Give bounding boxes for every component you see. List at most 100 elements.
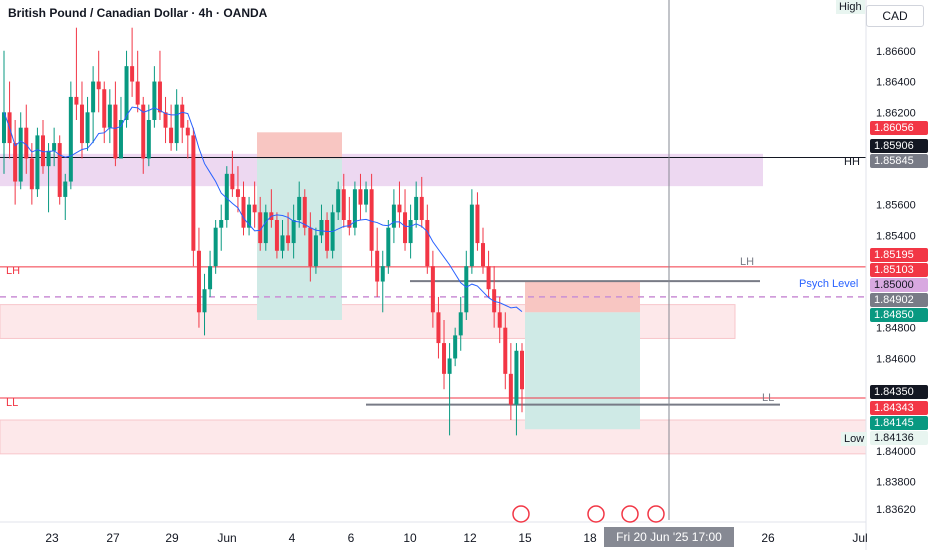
candle-body xyxy=(57,143,62,197)
y-tick-label: 1.86400 xyxy=(876,77,916,89)
candle-body xyxy=(258,212,263,244)
candle-body xyxy=(508,373,513,405)
candle-body xyxy=(102,89,107,128)
candle-body xyxy=(319,220,324,236)
x-tick-label: 4 xyxy=(289,531,296,545)
moving-average-line xyxy=(3,106,523,313)
high-label: High xyxy=(836,0,865,14)
candle-body xyxy=(52,143,57,151)
candle-body xyxy=(336,189,341,213)
candle-body xyxy=(68,96,73,182)
short-stop-box xyxy=(257,132,342,159)
chart-title: British Pound / Canadian Dollar · 4h · O… xyxy=(8,6,268,20)
candle-body xyxy=(146,120,151,159)
candle-body xyxy=(397,204,402,213)
candle-body xyxy=(152,81,157,120)
candle-body xyxy=(453,335,458,359)
candle-body xyxy=(18,127,23,182)
x-tick-label: 12 xyxy=(463,531,477,545)
x-tick-label: 26 xyxy=(761,531,775,545)
low-label: Low xyxy=(841,432,868,446)
lh-right-label: LH xyxy=(740,256,755,268)
candle-body xyxy=(235,189,240,197)
candle-body xyxy=(391,204,396,228)
candle-body xyxy=(408,220,413,244)
candle-body xyxy=(308,227,313,267)
candle-body xyxy=(85,112,90,144)
candle-body xyxy=(130,66,135,82)
candle-body xyxy=(274,220,279,251)
candle-body xyxy=(375,250,380,282)
x-tick-label: Jun xyxy=(217,531,236,545)
x-tick-label: 29 xyxy=(165,531,179,545)
candle-body xyxy=(442,343,447,374)
candle-body xyxy=(475,204,480,244)
price-tag: 1.84343 xyxy=(870,401,928,415)
candle-body xyxy=(63,181,68,197)
y-tick-label: 1.86600 xyxy=(876,46,916,58)
candle-body xyxy=(352,189,357,228)
price-tag: 1.85000 xyxy=(870,278,928,292)
candle-body xyxy=(91,81,96,113)
candle-body xyxy=(46,150,51,167)
candle-body xyxy=(425,220,430,267)
price-tag: 1.86056 xyxy=(870,121,928,135)
price-tag: 1.84902 xyxy=(870,293,928,307)
candle-body xyxy=(208,266,213,290)
price-tag: 1.85103 xyxy=(870,263,928,277)
hh-label: HH xyxy=(844,156,860,168)
candle-body xyxy=(169,127,174,144)
candle-body xyxy=(40,135,45,167)
candle-body xyxy=(180,104,185,128)
x-tick-label: 10 xyxy=(403,531,417,545)
hh-zone xyxy=(0,153,763,187)
currency-selector[interactable]: CAD xyxy=(866,5,924,27)
candle-body xyxy=(325,220,330,251)
event-icon xyxy=(647,505,665,523)
candle-body xyxy=(313,235,318,267)
candle-body xyxy=(364,189,369,205)
psych-level-label: Psych Level xyxy=(799,278,859,290)
candle-body xyxy=(29,158,34,190)
x-tick-label: 15 xyxy=(518,531,532,545)
candle-body xyxy=(163,112,168,128)
long-target-box xyxy=(525,312,640,430)
candle-body xyxy=(497,312,502,328)
candle-body xyxy=(414,196,419,220)
x-tick-label: Jul xyxy=(852,531,867,545)
event-icon xyxy=(621,505,639,523)
candle-body xyxy=(503,327,508,374)
candle-body xyxy=(185,127,190,136)
candle-body xyxy=(124,66,129,120)
candle-body xyxy=(141,104,146,159)
candle-body xyxy=(347,220,352,228)
candle-body xyxy=(79,104,84,144)
candle-body xyxy=(486,266,491,290)
candle-body xyxy=(458,312,463,336)
candle-body xyxy=(447,358,452,374)
candle-body xyxy=(291,220,296,244)
candle-body xyxy=(230,173,235,190)
candle-body xyxy=(481,243,486,267)
candle-body xyxy=(252,204,257,213)
candle-body xyxy=(436,312,441,344)
x-tick-label: 27 xyxy=(106,531,120,545)
demand-zone xyxy=(0,419,867,455)
candle-body xyxy=(386,227,391,267)
y-tick-label: 1.85600 xyxy=(876,200,916,212)
candle-body xyxy=(191,135,196,251)
candle-body xyxy=(113,104,118,159)
crosshair-time-label: Fri 20 Jun '25 17:00 xyxy=(604,527,734,547)
candle-body xyxy=(35,135,40,190)
candle-body xyxy=(464,266,469,313)
candle-body xyxy=(380,266,385,282)
candle-body xyxy=(369,189,374,251)
candle-body xyxy=(118,120,123,159)
candle-body xyxy=(430,266,435,313)
candle-body xyxy=(202,289,207,313)
candle-body xyxy=(107,104,112,128)
candle-body xyxy=(263,212,268,244)
event-icon xyxy=(587,505,605,523)
price-tag: 1.85195 xyxy=(870,248,928,262)
